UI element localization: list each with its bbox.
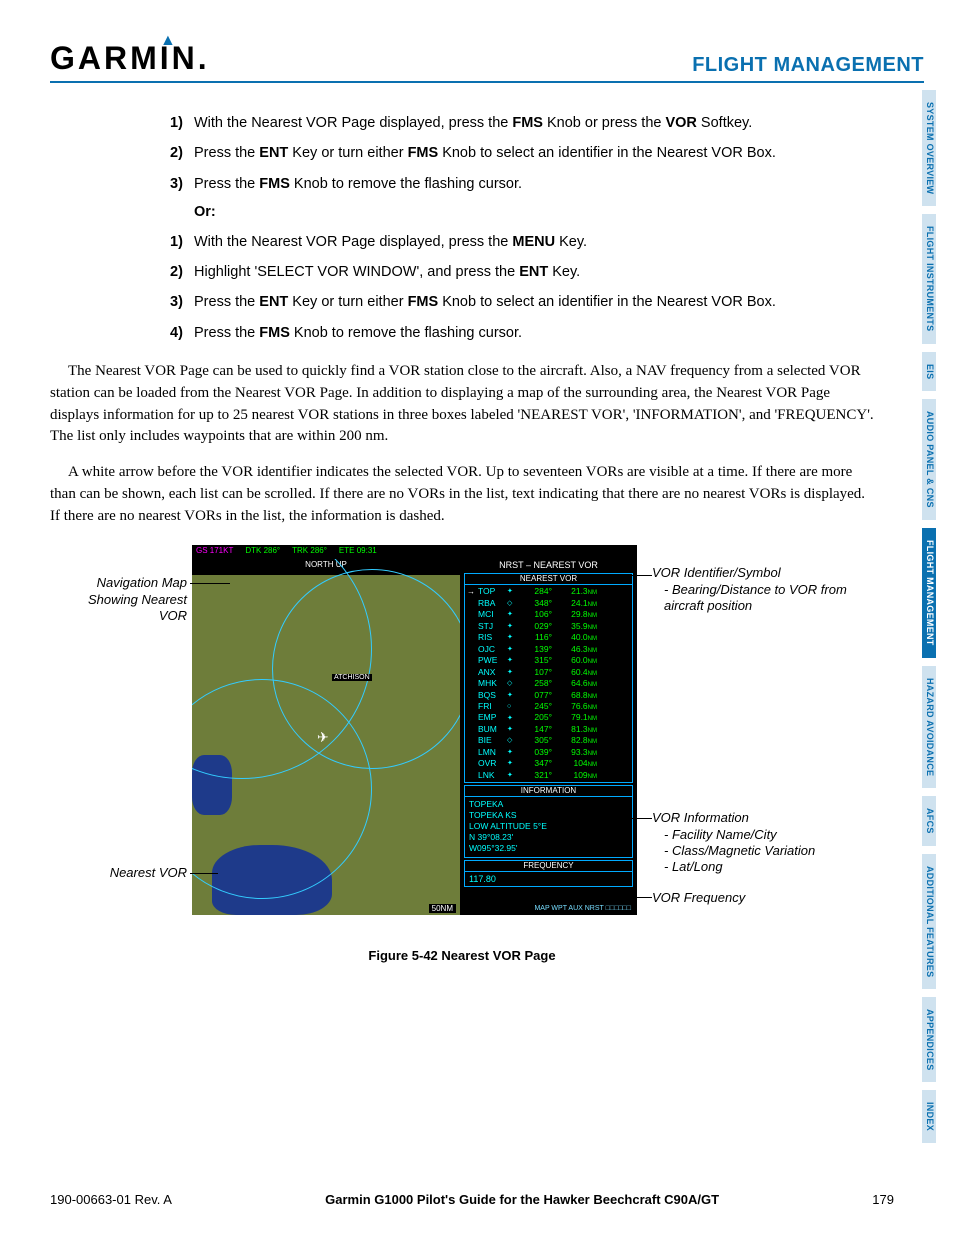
step: 3)Press the FMS Knob to remove the flash… <box>170 174 874 194</box>
callout-nav-map: Navigation Map Showing Nearest VOR <box>72 575 187 624</box>
tab-system-overview[interactable]: SYSTEM OVERVIEW <box>922 90 936 206</box>
vor-row: RIS✦116°40.0NM <box>467 632 630 643</box>
vor-row: STJ✦029°35.9NM <box>467 621 630 632</box>
info-content: TOPEKA TOPEKA KS LOW ALTITUDE 5°E N 39°0… <box>465 797 632 856</box>
tab-flight-management[interactable]: FLIGHT MANAGEMENT <box>922 528 936 658</box>
information-box: INFORMATION TOPEKA TOPEKA KS LOW ALTITUD… <box>464 785 633 857</box>
tab-flight-instruments[interactable]: FLIGHT INSTRUMENTS <box>922 214 936 343</box>
steps-b: 1)With the Nearest VOR Page displayed, p… <box>170 232 874 343</box>
nearest-vor-box: NEAREST VOR →TOP✦284°21.3NMRBA◇348°24.1N… <box>464 573 633 783</box>
vor-row: OJC✦139°46.3NM <box>467 644 630 655</box>
steps-a: 1)With the Nearest VOR Page displayed, p… <box>170 113 874 220</box>
aircraft-icon: ✈ <box>317 729 329 746</box>
step: 2)Highlight 'SELECT VOR WINDOW', and pre… <box>170 262 874 282</box>
content: 1)With the Nearest VOR Page displayed, p… <box>50 113 924 963</box>
vor-row: OVR✦347°104NM <box>467 758 630 769</box>
step: 3)Press the ENT Key or turn either FMS K… <box>170 292 874 312</box>
frequency-box: FREQUENCY 117.80 <box>464 860 633 887</box>
logo-triangle-icon: ▲ <box>160 32 179 50</box>
callout-nearest-vor: Nearest VOR <box>72 865 187 881</box>
mfd-nav-map: NORTH UP ✈ ATCHISON 50NM <box>192 559 460 915</box>
section-title: FLIGHT MANAGEMENT <box>692 54 924 77</box>
vor-row: FRI○245°76.6NM <box>467 701 630 712</box>
paragraph-2: A white arrow before the VOR identifier … <box>50 462 874 527</box>
mfd-footer: MAP WPT AUX NRST □□□□□□ <box>460 905 637 915</box>
step: 1)With the Nearest VOR Page displayed, p… <box>170 113 874 133</box>
callout-vor-id: VOR Identifier/Symbol - Bearing/Distance… <box>652 565 852 614</box>
tab-hazard-avoidance[interactable]: HAZARD AVOIDANCE <box>922 666 936 788</box>
paragraph-1: The Nearest VOR Page can be used to quic… <box>50 361 874 448</box>
footer-rev: 190-00663-01 Rev. A <box>50 1192 172 1207</box>
page-footer: 190-00663-01 Rev. A Garmin G1000 Pilot's… <box>50 1192 894 1207</box>
garmin-logo: GARMIN. ▲ <box>50 40 210 77</box>
tab-eis[interactable]: EIS <box>922 352 936 391</box>
figure-wrap: GS 171KT DTK 286° TRK 286° ETE 09:31 NOR… <box>50 545 874 940</box>
tab-appendices[interactable]: APPENDICES <box>922 997 936 1083</box>
or-label: Or: <box>194 204 874 220</box>
vor-row: →TOP✦284°21.3NM <box>467 586 630 597</box>
page-header: GARMIN. ▲ FLIGHT MANAGEMENT <box>50 40 924 83</box>
vor-row: BIE◇305°82.8NM <box>467 735 630 746</box>
step: 2)Press the ENT Key or turn either FMS K… <box>170 143 874 163</box>
callout-vor-freq: VOR Frequency <box>652 890 852 906</box>
figure-caption: Figure 5-42 Nearest VOR Page <box>50 948 874 963</box>
figure-5-42: GS 171KT DTK 286° TRK 286° ETE 09:31 NOR… <box>72 545 852 940</box>
tab-additional-features[interactable]: ADDITIONAL FEATURES <box>922 854 936 989</box>
vor-row: BUM✦147°81.3NM <box>467 724 630 735</box>
mfd-screenshot: GS 171KT DTK 286° TRK 286° ETE 09:31 NOR… <box>192 545 637 915</box>
vor-row: LNK✦321°109NM <box>467 770 630 781</box>
freq-value: 117.80 <box>465 872 632 886</box>
tab-index[interactable]: INDEX <box>922 1090 936 1143</box>
page-number: 179 <box>872 1192 894 1207</box>
vor-row: ANX✦107°60.4NM <box>467 667 630 678</box>
step: 4)Press the FMS Knob to remove the flash… <box>170 323 874 343</box>
map-scale: 50NM <box>429 904 456 913</box>
callout-vor-info: VOR Information - Facility Name/City - C… <box>652 810 852 875</box>
step: 1)With the Nearest VOR Page displayed, p… <box>170 232 874 252</box>
vor-row: EMP✦205°79.1NM <box>467 712 630 723</box>
map-city-label: ATCHISON <box>332 674 372 681</box>
footer-title: Garmin G1000 Pilot's Guide for the Hawke… <box>325 1192 719 1207</box>
mfd-right-panel: NRST – NEAREST VOR NEAREST VOR →TOP✦284°… <box>460 559 637 915</box>
side-tabs: SYSTEM OVERVIEW FLIGHT INSTRUMENTS EIS A… <box>922 90 954 1151</box>
vor-row: MCI✦106°29.8NM <box>467 609 630 620</box>
tab-audio-panel[interactable]: AUDIO PANEL & CNS <box>922 399 936 520</box>
vor-row: BQS✦077°68.8NM <box>467 690 630 701</box>
mfd-top-bar: GS 171KT DTK 286° TRK 286° ETE 09:31 <box>192 545 637 559</box>
vor-row: MHK◇258°64.6NM <box>467 678 630 689</box>
panel-title: NRST – NEAREST VOR <box>460 559 637 571</box>
vor-row: RBA◇348°24.1NM <box>467 598 630 609</box>
vor-row: PWE✦315°60.0NM <box>467 655 630 666</box>
vor-list: →TOP✦284°21.3NMRBA◇348°24.1NMMCI✦106°29.… <box>465 585 632 782</box>
tab-afcs[interactable]: AFCS <box>922 796 936 846</box>
vor-row: LMN✦039°93.3NM <box>467 747 630 758</box>
